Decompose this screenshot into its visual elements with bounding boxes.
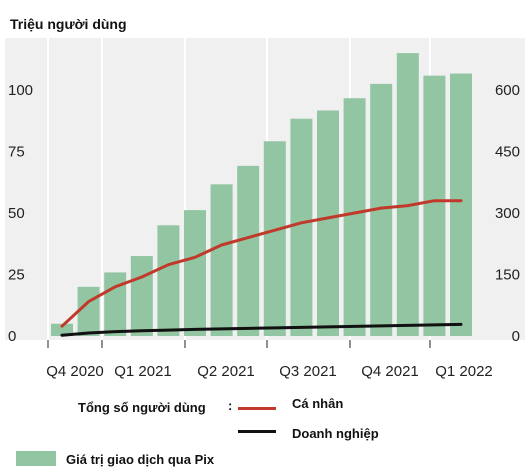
- bar: [423, 75, 446, 337]
- y-left-tick-label: 50: [8, 205, 25, 222]
- y-left-tick-label: 75: [8, 144, 25, 161]
- bar: [317, 110, 339, 336]
- y-right-tick-label: 600: [495, 82, 520, 99]
- legend-group-label: Tổng số người dùng: [78, 400, 206, 415]
- x-tick-label: Q1 2022: [435, 363, 493, 380]
- x-tick-label: Q4 2021: [361, 363, 419, 380]
- bar: [157, 225, 180, 336]
- bar: [210, 184, 233, 336]
- bar: [450, 73, 472, 336]
- y-right-tick-label: 150: [495, 267, 520, 284]
- x-tick-label: Q4 2020: [46, 363, 104, 380]
- series-line-ca-nhan: [60, 199, 463, 328]
- y-right-tick-label: 450: [495, 144, 520, 161]
- bar: [263, 141, 286, 336]
- y-right-tick-label: 300: [495, 205, 520, 222]
- bar: [51, 323, 73, 336]
- y-right-tick-label: 0: [512, 328, 520, 345]
- legend-ca-nhan: Cá nhân: [292, 396, 344, 411]
- legend-separator: :: [228, 398, 233, 413]
- bar: [396, 53, 419, 336]
- legend-doanh-nghiep: Doanh nghiệp: [292, 426, 379, 441]
- x-tick-label: Q1 2021: [114, 363, 172, 380]
- bar: [77, 286, 100, 336]
- bar: [130, 256, 153, 336]
- bar: [370, 83, 393, 336]
- x-tick-label: Q2 2021: [197, 363, 255, 380]
- bar: [343, 98, 366, 336]
- legend-line-doanh-nghiep: [238, 430, 276, 433]
- y-left-tick-label: 100: [8, 82, 33, 99]
- bar: [237, 165, 260, 336]
- bar: [104, 272, 127, 336]
- legend-swatch-pix: [16, 451, 56, 466]
- y-left-tick-label: 0: [8, 328, 16, 345]
- legend-pix: Giá trị giao dịch qua Pix: [66, 452, 215, 467]
- y-left-tick-label: 25: [8, 267, 25, 284]
- x-tick-label: Q3 2021: [279, 363, 337, 380]
- bar: [290, 118, 313, 336]
- legend-line-ca-nhan: [238, 407, 276, 410]
- bar: [184, 210, 206, 336]
- series-line-doanh-nghiep: [60, 322, 463, 337]
- chart-title: Triệu người dùng: [10, 16, 127, 32]
